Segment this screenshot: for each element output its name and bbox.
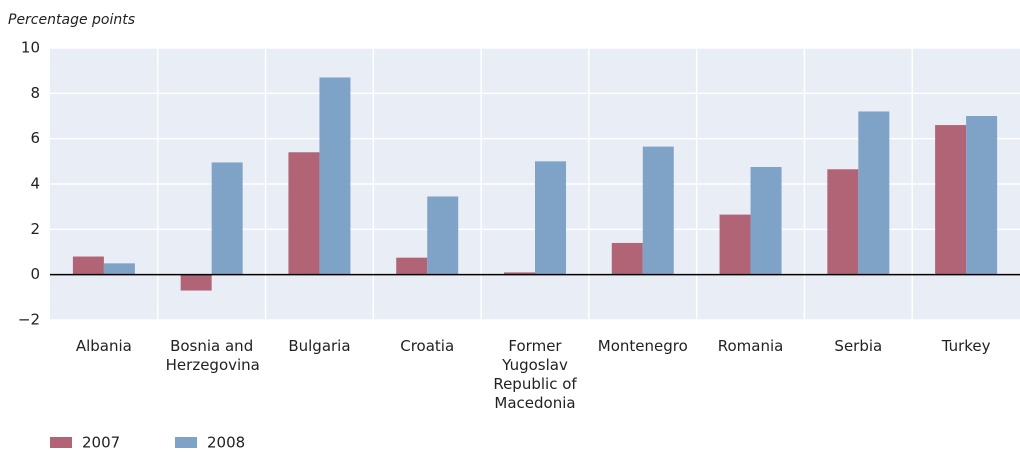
bar <box>642 146 674 275</box>
bar <box>858 111 890 275</box>
bar <box>966 116 998 275</box>
bar <box>504 272 535 275</box>
legend-label: 2008 <box>207 434 245 452</box>
y-axis-label: Percentage points <box>8 12 135 28</box>
legend-swatch <box>50 437 72 448</box>
legend-swatch <box>175 437 197 448</box>
bar <box>72 256 104 275</box>
x-tick-label: Serbia <box>834 337 883 355</box>
x-tick-label: Romania <box>717 337 784 355</box>
x-tick-label: Bulgaria <box>288 337 351 355</box>
bar <box>396 257 428 275</box>
bar <box>750 167 782 275</box>
x-tick-label: Former Yugoslav Republic of Macedonia <box>493 337 577 412</box>
y-tick-label: 8 <box>30 84 40 102</box>
bar <box>103 263 135 275</box>
y-tick-label: 10 <box>21 39 40 57</box>
bar <box>719 214 751 275</box>
bar <box>288 152 320 275</box>
x-tick-label: Montenegro <box>597 337 688 355</box>
y-tick-label: 6 <box>30 129 40 147</box>
bar <box>611 242 643 275</box>
x-tick-label: Albania <box>75 337 132 355</box>
x-tick-label: Turkey <box>941 337 991 355</box>
x-tick-label: Bosnia and Herzegovina <box>165 337 260 374</box>
bar <box>427 196 459 275</box>
y-tick-label: −2 <box>18 311 40 329</box>
y-tick-label: 4 <box>30 175 40 193</box>
bar <box>935 125 967 275</box>
y-tick-label: 2 <box>30 220 40 238</box>
legend-label: 2007 <box>82 434 120 452</box>
bar <box>319 77 351 275</box>
x-tick-label: Croatia <box>400 337 455 355</box>
bar <box>180 274 212 291</box>
bar <box>211 162 243 275</box>
bar <box>535 161 566 275</box>
y-tick-label: 0 <box>30 265 40 283</box>
bar <box>827 169 859 275</box>
